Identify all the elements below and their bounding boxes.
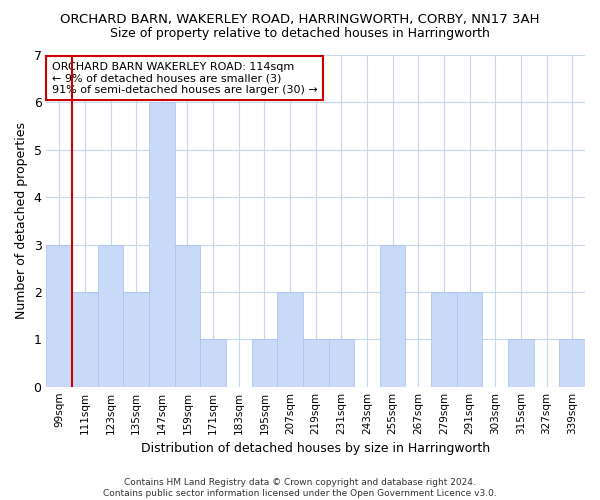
Y-axis label: Number of detached properties: Number of detached properties xyxy=(15,122,28,320)
Bar xyxy=(175,244,200,386)
Bar xyxy=(329,340,354,386)
Text: Contains HM Land Registry data © Crown copyright and database right 2024.
Contai: Contains HM Land Registry data © Crown c… xyxy=(103,478,497,498)
Bar xyxy=(457,292,482,386)
Bar xyxy=(72,292,98,386)
Bar xyxy=(98,244,124,386)
Bar xyxy=(431,292,457,386)
Bar xyxy=(380,244,406,386)
Bar xyxy=(559,340,585,386)
Bar xyxy=(46,244,72,386)
Bar xyxy=(124,292,149,386)
Text: Size of property relative to detached houses in Harringworth: Size of property relative to detached ho… xyxy=(110,28,490,40)
Bar xyxy=(303,340,329,386)
Bar xyxy=(277,292,303,386)
Text: ORCHARD BARN WAKERLEY ROAD: 114sqm
← 9% of detached houses are smaller (3)
91% o: ORCHARD BARN WAKERLEY ROAD: 114sqm ← 9% … xyxy=(52,62,317,95)
Bar xyxy=(251,340,277,386)
Bar xyxy=(200,340,226,386)
Bar xyxy=(149,102,175,387)
Text: ORCHARD BARN, WAKERLEY ROAD, HARRINGWORTH, CORBY, NN17 3AH: ORCHARD BARN, WAKERLEY ROAD, HARRINGWORT… xyxy=(60,12,540,26)
Bar xyxy=(508,340,534,386)
X-axis label: Distribution of detached houses by size in Harringworth: Distribution of detached houses by size … xyxy=(141,442,490,455)
